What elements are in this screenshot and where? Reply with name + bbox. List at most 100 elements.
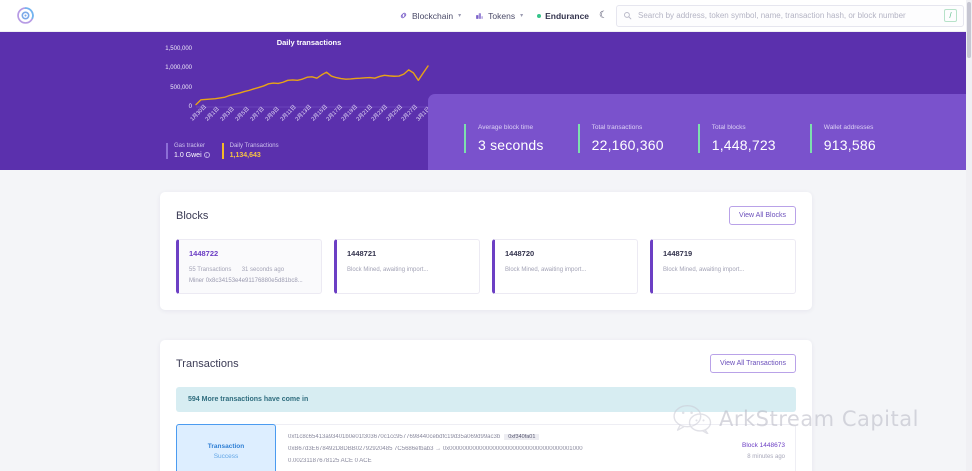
block-status: Block Mined, awaiting import... bbox=[505, 267, 587, 273]
block-status: Block Mined, awaiting import... bbox=[663, 267, 745, 273]
site-logo[interactable] bbox=[10, 7, 40, 24]
stat-total-blocks: Total blocks 1,448,723 bbox=[697, 124, 776, 153]
transaction-value: 0.00231187678125 ACE bbox=[288, 458, 353, 464]
chart-area: 0 500,000 1,000,000 1,500,000 bbox=[150, 46, 428, 110]
blocks-title: Blocks bbox=[176, 209, 209, 222]
hero-section: Daily transactions 0 500,000 1,000,000 1,50… bbox=[0, 32, 972, 170]
token-stack-icon bbox=[475, 11, 484, 20]
transaction-hash[interactable]: 0xf1c8c65413a93401b0e01f303670c1cc957769… bbox=[288, 434, 501, 440]
network-stats-panel: Average block time 3 seconds Total trans… bbox=[428, 94, 972, 170]
transaction-method-chip: 0xf340fa01 bbox=[504, 434, 540, 440]
moon-icon[interactable]: ☾ bbox=[599, 10, 608, 21]
transaction-details: 0xf1c8c65413a93401b0e01f303670c1cc957769… bbox=[276, 425, 685, 471]
daily-transactions-label: Daily Transactions bbox=[229, 143, 279, 149]
transactions-card: Transactions View All Transactions 594 M… bbox=[160, 340, 812, 471]
section-gap bbox=[160, 310, 812, 340]
transaction-value-line: 0.00231187678125 ACE 0 ACE bbox=[288, 458, 673, 464]
daily-transactions-chart-panel: Daily transactions 0 500,000 1,000,000 1,50… bbox=[150, 32, 432, 170]
chart-x-tick-label: 2月9日 bbox=[264, 106, 282, 123]
chevron-down-icon: ▾ bbox=[458, 13, 462, 19]
block-card[interactable]: 1448720 Block Mined, awaiting import... bbox=[492, 239, 638, 294]
stat-value: 913,586 bbox=[823, 137, 876, 153]
transaction-block-link[interactable]: Block 1448673 bbox=[741, 442, 785, 449]
block-card[interactable]: 1448721 Block Mined, awaiting import... bbox=[334, 239, 480, 294]
transaction-meta: Block 1448673 8 minutes ago bbox=[685, 425, 795, 471]
search-box[interactable]: / bbox=[616, 4, 964, 27]
block-card[interactable]: 1448719 Block Mined, awaiting import... bbox=[650, 239, 796, 294]
primary-nav-links: Blockchain ▾ Tokens ▾ Endurance bbox=[399, 11, 589, 21]
block-card[interactable]: 1448722 55 Transactions 31 seconds ago M… bbox=[176, 239, 322, 294]
stat-value: 3 seconds bbox=[478, 137, 544, 153]
search-shortcut-key: / bbox=[944, 9, 957, 22]
main-content: Blocks View All Blocks 1448722 55 Transa… bbox=[0, 192, 972, 471]
stat-total-transactions: Total transactions 22,160,360 bbox=[577, 124, 664, 153]
stat-wallet-addresses: Wallet addresses 913,586 bbox=[809, 124, 876, 153]
blocks-card: Blocks View All Blocks 1448722 55 Transa… bbox=[160, 192, 812, 310]
block-transactions-count: 55 Transactions bbox=[189, 267, 232, 273]
chart-title: Daily transactions bbox=[276, 38, 342, 47]
block-age: 31 seconds ago bbox=[241, 267, 285, 273]
transaction-hash-line: 0xf1c8c65413a93401b0e01f303670c1cc957769… bbox=[288, 434, 673, 440]
view-all-blocks-button[interactable]: View All Blocks bbox=[729, 206, 796, 225]
chevron-down-icon: ▾ bbox=[520, 13, 524, 19]
block-meta: 55 Transactions 31 seconds ago bbox=[189, 267, 311, 273]
endurance-logo-icon bbox=[16, 7, 34, 24]
daily-transactions-value: 1,134,643 bbox=[229, 152, 261, 159]
transaction-status-badge: Transaction Success bbox=[176, 424, 276, 471]
search-input[interactable] bbox=[638, 11, 938, 20]
stat-value: 22,160,360 bbox=[591, 137, 664, 153]
view-all-transactions-button[interactable]: View All Transactions bbox=[709, 354, 796, 373]
stat-label: Average block time bbox=[478, 124, 534, 131]
nav-item-blockchain-label: Blockchain bbox=[412, 10, 454, 21]
chart-y-tick-label: 1,000,000 bbox=[165, 65, 192, 72]
blocks-card-header: Blocks View All Blocks bbox=[176, 206, 796, 225]
chart-x-tick-label: 2月5日 bbox=[234, 106, 252, 123]
chart-x-tick-label: 2月3日 bbox=[219, 106, 236, 123]
transaction-fee: 0 ACE bbox=[354, 458, 372, 464]
nav-item-tokens-label: Tokens bbox=[488, 10, 516, 21]
gas-tracker-amount: 1.0 Gwei bbox=[174, 152, 202, 159]
transaction-addresses-line: 0xB67d3E678492D8DBB02792920485 7C5686efb… bbox=[288, 446, 673, 452]
transaction-to-address[interactable]: 0x00000000000000000000000000000000000010… bbox=[442, 446, 583, 452]
chart-line-svg bbox=[196, 49, 428, 108]
transaction-from-address[interactable]: 0xB67d3E678492D8DBB02792920485 7C5686efb… bbox=[288, 446, 434, 452]
blocks-row: 1448722 55 Transactions 31 seconds ago M… bbox=[176, 239, 796, 294]
stat-label: Total blocks bbox=[711, 124, 746, 131]
gas-tracker-stat[interactable]: Gas tracker 1.0 Gwei i bbox=[166, 143, 210, 159]
chart-x-tick-label: 2月7日 bbox=[249, 106, 267, 123]
block-number[interactable]: 1448721 bbox=[347, 249, 377, 258]
block-status: Block Mined, awaiting import... bbox=[347, 267, 429, 273]
new-transactions-banner[interactable]: 594 More transactions have come in bbox=[176, 387, 796, 412]
status-dot-icon bbox=[537, 13, 542, 18]
chain-link-icon bbox=[399, 11, 408, 20]
arrow-right-icon: → bbox=[435, 446, 442, 452]
nav-item-blockchain[interactable]: Blockchain ▾ bbox=[399, 11, 461, 21]
block-miner: Miner 0x8c34153e4e91176880e5d81bc8... bbox=[189, 278, 311, 284]
scrollbar-thumb[interactable] bbox=[967, 2, 971, 58]
chart-y-tick-label: 500,000 bbox=[170, 84, 192, 91]
transaction-row[interactable]: Transaction Success 0xf1c8c65413a93401b0… bbox=[176, 424, 796, 471]
transactions-title: Transactions bbox=[176, 357, 239, 370]
nav-item-endurance-label: Endurance bbox=[545, 10, 590, 21]
block-miner-address[interactable]: 0x8c34153e4e91176880e5d81bc8... bbox=[205, 278, 303, 284]
transaction-age: 8 minutes ago bbox=[747, 454, 785, 460]
block-number[interactable]: 1448722 bbox=[189, 249, 219, 258]
search-icon bbox=[623, 11, 632, 20]
mini-stats: Gas tracker 1.0 Gwei i Daily Transactions… bbox=[150, 143, 428, 159]
nav-item-tokens[interactable]: Tokens ▾ bbox=[475, 11, 523, 21]
transaction-status-value: Success bbox=[213, 452, 239, 460]
top-navigation-bar: Blockchain ▾ Tokens ▾ Endurance ☾ bbox=[0, 0, 972, 32]
gas-tracker-value: 1.0 Gwei i bbox=[174, 152, 210, 159]
block-number[interactable]: 1448720 bbox=[505, 249, 535, 258]
chart-y-axis: 0 500,000 1,000,000 1,500,000 bbox=[150, 46, 194, 110]
nav-item-endurance[interactable]: Endurance bbox=[537, 11, 589, 21]
stat-label: Total transactions bbox=[591, 124, 643, 131]
stat-average-block-time: Average block time 3 seconds bbox=[464, 124, 544, 153]
page-scrollbar[interactable] bbox=[966, 0, 972, 471]
chart-plot bbox=[196, 49, 428, 108]
hero-inner: Daily transactions 0 500,000 1,000,000 1,50… bbox=[0, 32, 972, 170]
info-icon[interactable]: i bbox=[203, 152, 210, 159]
stat-label: Wallet addresses bbox=[823, 124, 874, 131]
block-number[interactable]: 1448719 bbox=[663, 249, 693, 258]
daily-transactions-stat[interactable]: Daily Transactions 1,134,643 bbox=[221, 143, 279, 159]
